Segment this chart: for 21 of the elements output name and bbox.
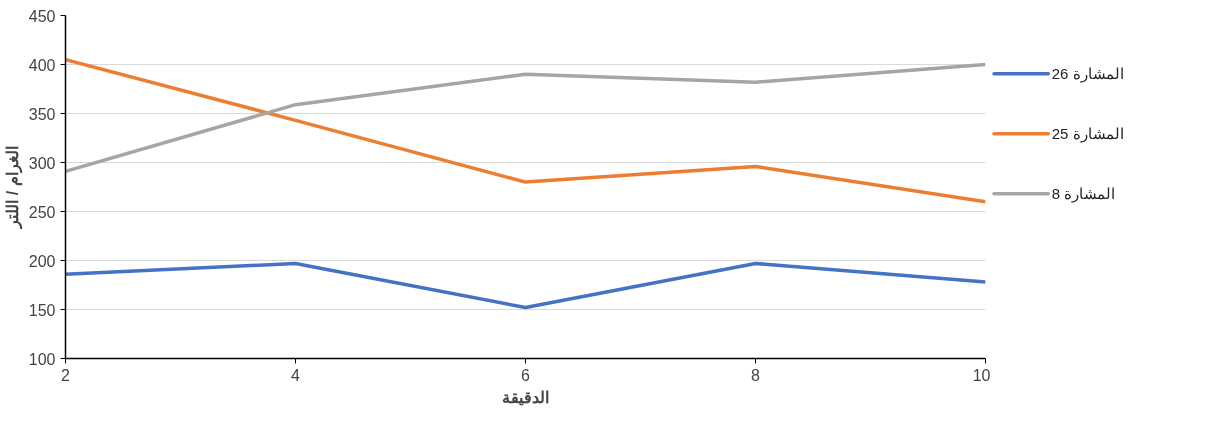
legend-label: المشارة 25 — [1051, 125, 1124, 144]
y-tick-label: 100 — [28, 350, 56, 368]
line-series — [65, 57, 986, 204]
y-tick-label: 450 — [28, 7, 56, 25]
x-tick-label: 4 — [291, 366, 301, 384]
y-tick-label: 350 — [28, 105, 56, 123]
y-tick-label: 250 — [28, 203, 56, 221]
x-tick-label: 6 — [521, 366, 531, 384]
x-tick-label: 2 — [61, 366, 71, 384]
legend-label: المشارة 8 — [1051, 185, 1116, 204]
x-tick-label: 10 — [972, 366, 991, 384]
legend-label: المشارة 26 — [1051, 65, 1124, 84]
y-tick-label: 150 — [28, 301, 56, 319]
line-series — [65, 62, 986, 174]
y-tick-label: 200 — [28, 252, 56, 270]
y-tick-label: 400 — [28, 56, 56, 74]
x-axis-title: الدقيقة — [502, 388, 549, 406]
x-tick-label: 8 — [751, 366, 761, 384]
y-tick-label: 300 — [28, 154, 56, 172]
line-series — [65, 261, 986, 310]
y-axis-title: الغرام / اللتر — [3, 146, 23, 229]
